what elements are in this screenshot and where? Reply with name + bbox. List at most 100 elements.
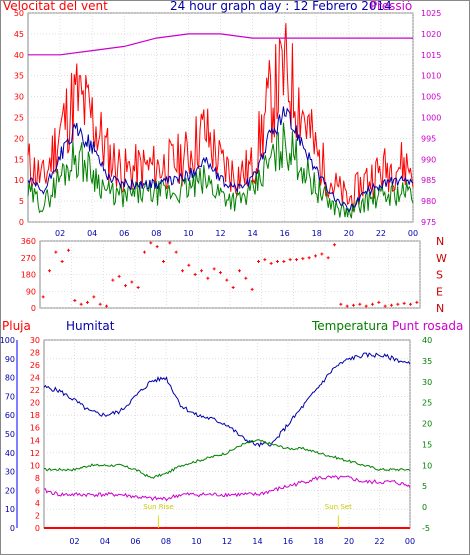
direction-point xyxy=(206,276,210,280)
humitat-axis-tick-label: 60 xyxy=(5,411,15,420)
pressure-axis-tick-label: 975 xyxy=(421,218,436,227)
direction-point xyxy=(98,302,102,306)
humidity-x-tick-label: 08 xyxy=(161,537,171,546)
wind-x-tick-label: 06 xyxy=(119,229,129,238)
direction-point xyxy=(130,280,134,284)
wind-x-tick-label: 16 xyxy=(280,229,290,238)
direction-point xyxy=(219,271,222,275)
humidity-x-tick-label: 04 xyxy=(100,537,110,546)
direction-point xyxy=(250,287,254,291)
pluja-axis-tick-label: 6 xyxy=(35,486,40,495)
temperature-series xyxy=(44,439,411,479)
direction-point xyxy=(168,241,172,245)
wind-axis-tick-label: 50 xyxy=(14,9,24,18)
direction-point xyxy=(415,300,419,304)
compass-label: E xyxy=(436,285,443,298)
direction-point xyxy=(326,256,330,260)
direction-point xyxy=(155,245,159,249)
wind-axis-tick-label: 15 xyxy=(14,155,24,164)
direction-point xyxy=(314,254,317,258)
humidity-x-tick-label: 14 xyxy=(252,537,262,546)
pressure-axis-tick-label: 995 xyxy=(421,134,436,143)
pluja-axis-tick-label: 22 xyxy=(30,386,40,395)
wind-axis-tick-label: 40 xyxy=(14,51,24,60)
direction-point xyxy=(41,295,45,299)
direction-point xyxy=(390,303,393,307)
pressure-axis-tick-label: 985 xyxy=(421,176,436,185)
wind-x-tick-label: 20 xyxy=(344,229,354,238)
direction-point xyxy=(402,301,406,305)
humidity-x-tick-label: 06 xyxy=(130,537,140,546)
direction-point xyxy=(244,276,248,280)
pluja-axis-tick-label: 12 xyxy=(30,449,40,458)
humidity-series xyxy=(43,352,411,448)
humidity-x-tick-label: 12 xyxy=(222,537,232,546)
humidity-x-tick-label: 00 xyxy=(405,537,415,546)
direction-point xyxy=(257,259,260,263)
pluja-axis-tick-label: 10 xyxy=(30,461,40,470)
pluja-axis-tick-label: 16 xyxy=(30,424,40,433)
temp-axis-tick-label: 35 xyxy=(422,357,432,366)
wind-x-tick-label: 10 xyxy=(183,229,193,238)
humitat-axis-tick-label: 40 xyxy=(5,449,15,458)
direction-point xyxy=(67,248,70,252)
compass-label: N xyxy=(436,302,444,315)
wind-average-series xyxy=(27,122,414,219)
humidity-x-tick-label: 20 xyxy=(344,537,354,546)
humitat-axis-tick-label: 0 xyxy=(10,524,15,533)
direction-point xyxy=(263,258,267,262)
pressure-axis-tick-label: 1015 xyxy=(421,51,441,60)
direction-point xyxy=(269,261,273,265)
temp-axis-tick-label: 15 xyxy=(422,440,432,449)
humitat-axis-tick-label: 20 xyxy=(5,486,15,495)
direction-point xyxy=(288,258,292,262)
temp-axis-tick-label: 20 xyxy=(422,420,432,429)
compass-label: N xyxy=(436,235,444,248)
direction-point xyxy=(238,269,241,273)
direction-point xyxy=(345,304,349,308)
wind-axis-tick-label: 25 xyxy=(14,114,24,123)
punt-rosada-label: Punt rosada xyxy=(392,319,464,333)
direction-point xyxy=(174,250,178,254)
humitat-axis-tick-label: 80 xyxy=(5,374,15,383)
direction-point xyxy=(200,269,203,273)
pressure-axis-tick-label: 1010 xyxy=(421,72,441,81)
pressure-axis-tick-label: 980 xyxy=(421,197,436,206)
wind-x-tick-label: 12 xyxy=(215,229,225,238)
pluja-axis-tick-label: 0 xyxy=(35,524,40,533)
temperatura-label: Temperatura xyxy=(312,319,389,333)
pluja-axis-tick-label: 20 xyxy=(30,399,40,408)
humidity-x-tick-label: 16 xyxy=(283,537,293,546)
wind-axis-tick-label: 45 xyxy=(14,30,24,39)
direction-point xyxy=(371,302,374,306)
compass-label: W xyxy=(436,252,447,265)
temp-axis-tick-label: 10 xyxy=(422,461,432,470)
pressure-axis-tick-label: 1020 xyxy=(421,30,441,39)
wind-x-tick-label: 14 xyxy=(247,229,257,238)
direction-point xyxy=(276,259,279,263)
direction-point xyxy=(111,278,115,282)
direction-point xyxy=(54,250,58,254)
pressure-axis-tick-label: 1005 xyxy=(421,93,441,102)
pluja-axis-tick-label: 18 xyxy=(30,411,40,420)
pluja-axis-tick-label: 8 xyxy=(35,474,40,483)
sun-set-label: Sun Set xyxy=(325,503,352,511)
pressure-axis-tick-label: 1025 xyxy=(421,9,441,18)
direction-point xyxy=(396,302,400,306)
direction-point xyxy=(193,273,197,276)
humitat-axis-tick-label: 50 xyxy=(5,430,15,439)
direction-point xyxy=(86,300,89,304)
direction-point xyxy=(301,257,305,261)
wind-x-tick-label: 22 xyxy=(376,229,386,238)
direction-point xyxy=(212,267,216,271)
direction-axis-tick-label: 270 xyxy=(21,254,36,263)
direction-point xyxy=(339,302,343,306)
humitat-axis-tick-label: 30 xyxy=(5,468,15,477)
direction-axis-tick-label: 90 xyxy=(26,287,36,296)
direction-axis-tick-label: 180 xyxy=(21,271,36,280)
direction-point xyxy=(79,302,83,306)
wind-axis-tick-label: 30 xyxy=(14,93,24,102)
temp-axis-tick-label: 30 xyxy=(422,378,432,387)
direction-point xyxy=(352,303,355,307)
